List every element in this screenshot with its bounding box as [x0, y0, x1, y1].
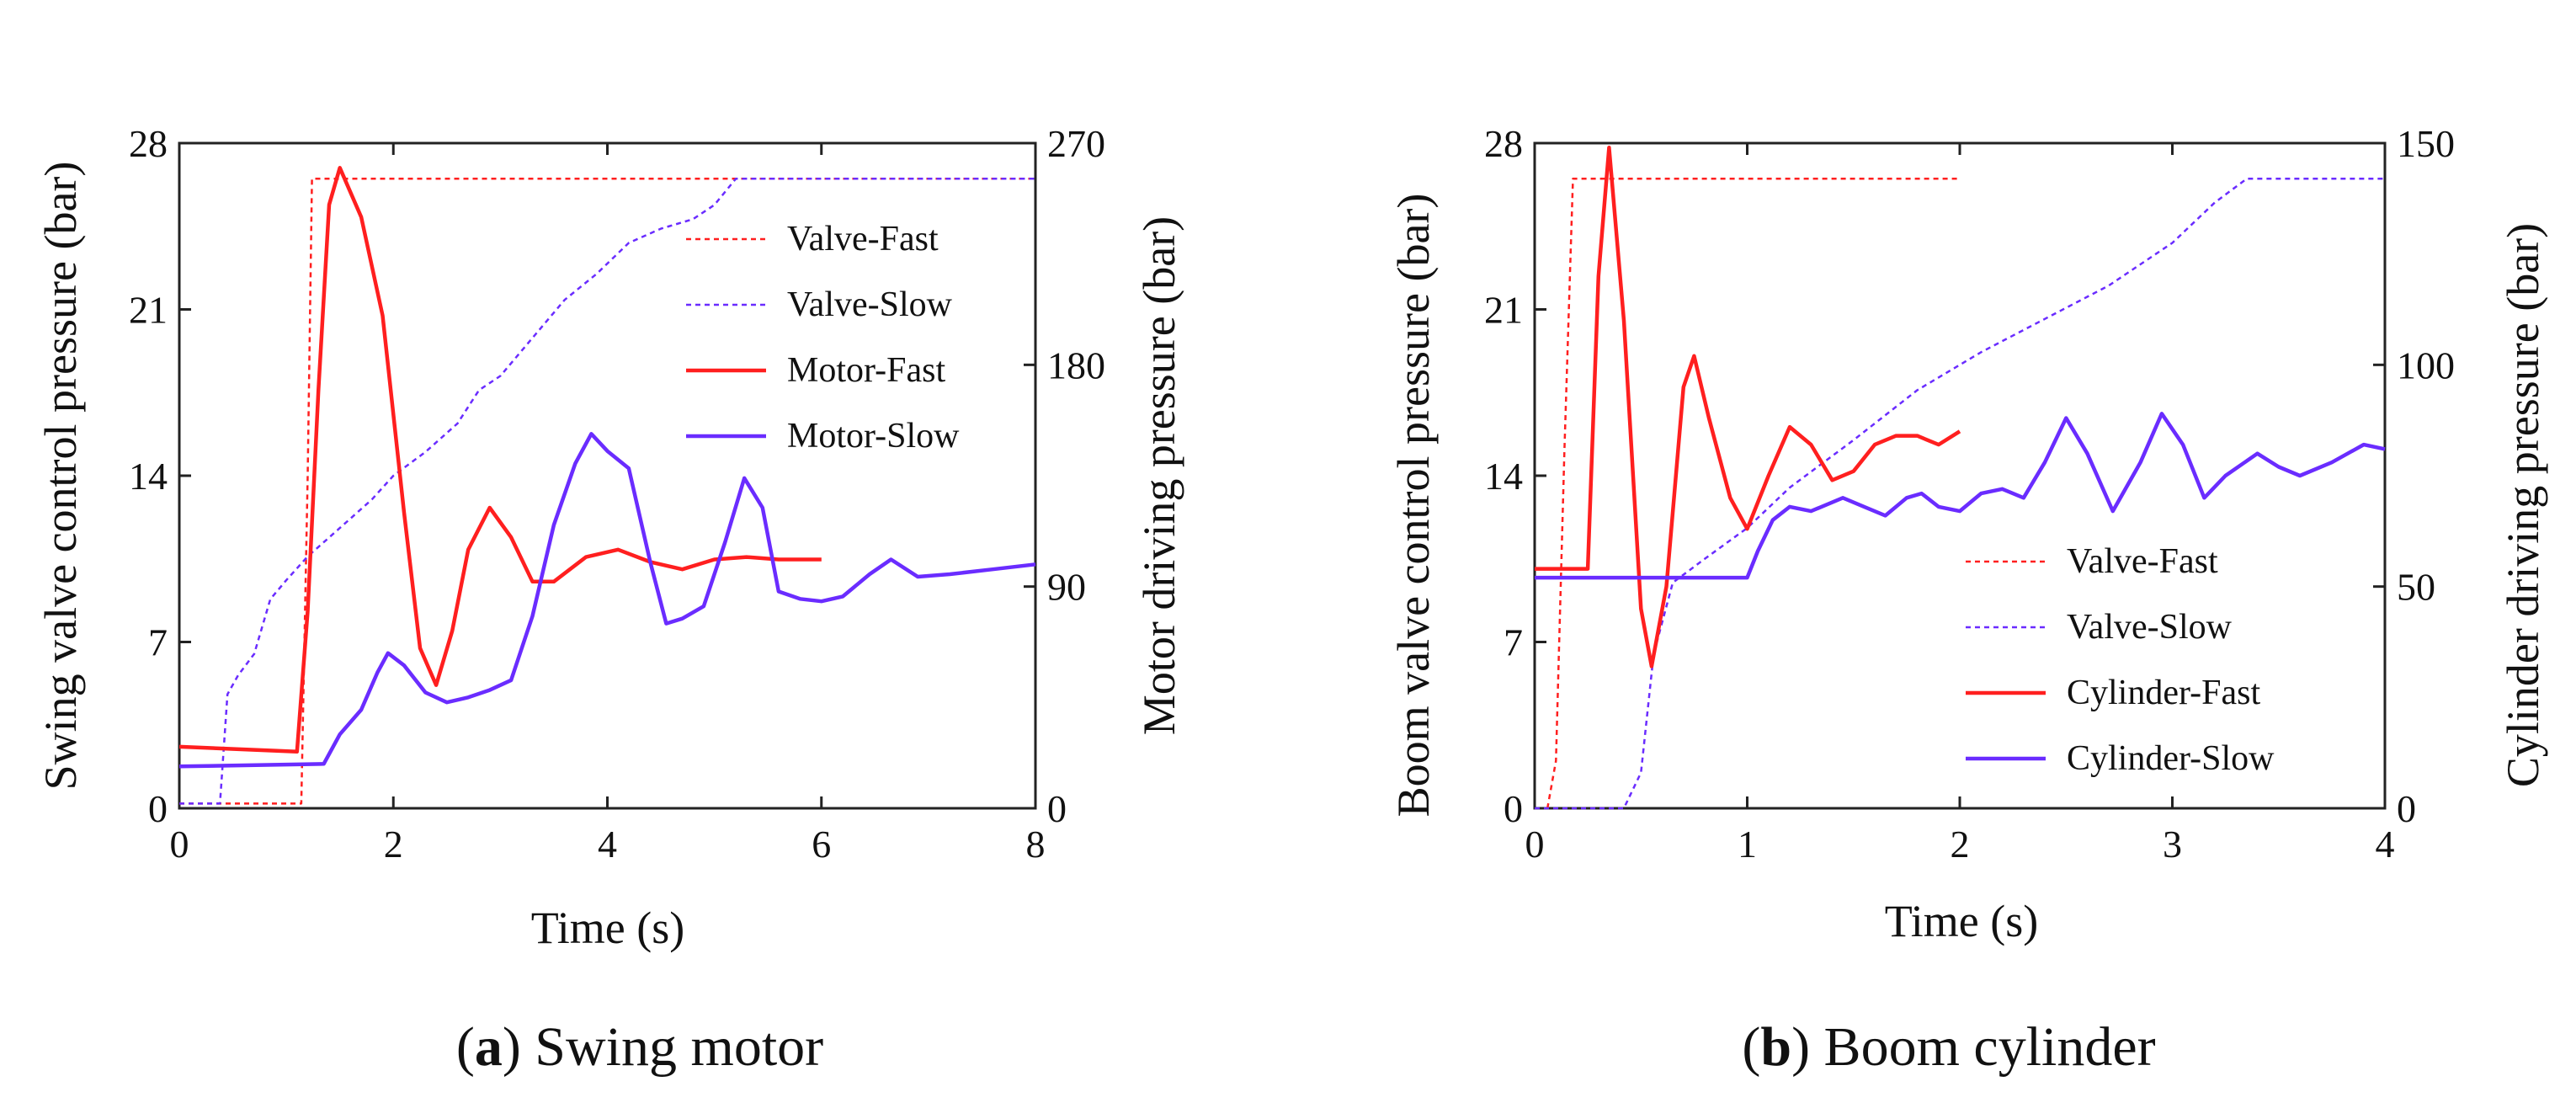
legend-entry: Motor-Fast [787, 351, 945, 390]
y-tick-label: 14 [1484, 455, 1523, 498]
y-tick-label: 7 [1504, 621, 1523, 664]
series-line-cylinder-fast [1535, 146, 1961, 669]
legend-entry: Cylinder-Fast [2067, 674, 2260, 712]
x-tick-label: 0 [1525, 823, 1545, 866]
y2-tick-label: 0 [1047, 787, 1067, 830]
x-tick-label: 4 [2376, 823, 2395, 866]
y2-tick-labels-a: 0 90 180 270 [1047, 122, 1105, 830]
y-tick-label: 7 [148, 621, 168, 664]
caption-b: (b) Boom cylinder [1742, 1016, 2155, 1078]
x-tick-label: 8 [1026, 823, 1046, 866]
series-line-motor-slow [178, 432, 1036, 769]
series-line-valve-slow [179, 178, 1035, 805]
series-line-valve-slow [1535, 178, 2385, 810]
x-tick-label: 2 [384, 823, 403, 866]
y2-tick-label: 150 [2397, 122, 2455, 165]
y2-tick-labels-b: 0 50 100 150 [2397, 122, 2455, 830]
x-axis-label-a: Time (s) [531, 903, 685, 953]
legend-entry: Motor-Slow [787, 417, 960, 455]
y-tick-labels-a: 0 7 14 21 28 [129, 122, 168, 830]
y-tick-label: 14 [129, 455, 168, 498]
legend-entry: Valve-Fast [2067, 542, 2218, 581]
series-line-cylinder-slow [1535, 412, 2386, 580]
y-tick-label: 28 [129, 122, 168, 165]
y2-tick-label: 180 [1047, 344, 1105, 386]
y2-tick-label: 100 [2397, 344, 2455, 386]
y2-tick-label: 0 [2397, 787, 2416, 830]
series-lines-a [178, 166, 1036, 805]
series-lines-b [1535, 146, 2386, 810]
y-axis-label-a: Swing valve control pressure (bar) [35, 162, 86, 791]
x-tick-label: 6 [812, 823, 831, 866]
series-line-valve-fast [179, 178, 1035, 805]
series-line-motor-fast [178, 166, 822, 754]
caption-letter-b: b [1760, 1016, 1791, 1078]
tick-marks-a [178, 141, 1037, 810]
caption-a: (a) Swing motor [456, 1016, 823, 1078]
x-tick-labels-b: 0 1 2 3 4 [1525, 823, 2395, 866]
y2-axis-label-b: Cylinder driving pressure (bar) [2498, 223, 2548, 787]
y2-tick-label: 270 [1047, 122, 1105, 165]
x-tick-label: 2 [1951, 823, 1970, 866]
legend-entry: Cylinder-Slow [2067, 739, 2275, 778]
x-tick-label: 1 [1738, 823, 1757, 866]
y-axis-label-b: Boom valve control pressure (bar) [1388, 194, 1439, 818]
caption-text-a: ) Swing motor [503, 1016, 823, 1078]
y-tick-label: 21 [129, 289, 168, 332]
y2-tick-label: 50 [2397, 566, 2435, 609]
series-line-valve-fast [1546, 178, 1960, 809]
x-axis-label-b: Time (s) [1885, 896, 2039, 946]
x-tick-label: 0 [170, 823, 189, 866]
y-tick-label: 0 [1504, 787, 1523, 830]
y-tick-labels-b: 0 7 14 21 28 [1484, 122, 1523, 830]
x-tick-labels-a: 0 2 4 6 8 [170, 823, 1046, 866]
y-tick-label: 0 [148, 787, 168, 830]
legend-a: Valve-Fast Valve-Slow Motor-Fast Motor-Slow [686, 220, 960, 455]
x-tick-label: 4 [598, 823, 617, 866]
legend-b: Valve-Fast Valve-Slow Cylinder-Fast Cylinde… [1966, 542, 2275, 778]
legend-entry: Valve-Slow [2067, 608, 2233, 647]
y-tick-label: 21 [1484, 289, 1523, 332]
caption-text-b: ) Boom cylinder [1791, 1016, 2156, 1078]
caption-letter-a: a [475, 1016, 503, 1078]
x-tick-label: 3 [2163, 823, 2182, 866]
tick-marks-b [1533, 141, 2387, 810]
legend-entry: Valve-Fast [787, 220, 939, 258]
y2-tick-label: 90 [1047, 566, 1086, 609]
legend-entry: Valve-Slow [787, 285, 953, 324]
y2-axis-label-a: Motor driving pressure (bar) [1134, 216, 1184, 735]
y-tick-label: 28 [1484, 122, 1523, 165]
